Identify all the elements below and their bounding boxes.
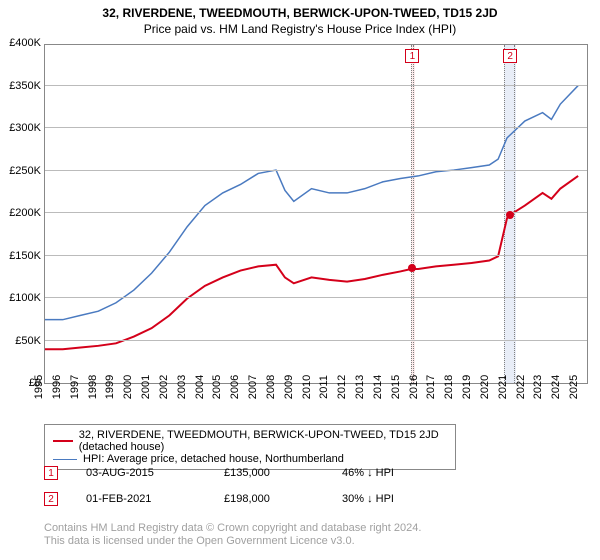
x-tick-label: 2025 — [568, 375, 580, 399]
y-tick-label: £350K — [9, 80, 41, 92]
x-tick-label: 2021 — [496, 375, 508, 399]
sale-date: 01-FEB-2021 — [86, 493, 196, 505]
x-tick-label: 1997 — [68, 375, 80, 399]
footer-text: Contains HM Land Registry data © Crown c… — [44, 522, 421, 548]
chart-title: 32, RIVERDENE, TWEEDMOUTH, BERWICK-UPON-… — [0, 0, 600, 20]
footer-line1: Contains HM Land Registry data © Crown c… — [44, 522, 421, 535]
legend-swatch-blue — [53, 459, 77, 460]
legend: 32, RIVERDENE, TWEEDMOUTH, BERWICK-UPON-… — [44, 424, 456, 470]
x-tick-label: 2002 — [158, 375, 170, 399]
sale-price: £135,000 — [224, 467, 314, 479]
x-tick-label: 2007 — [247, 375, 259, 399]
x-tick-label: 2022 — [514, 375, 526, 399]
y-tick-label: £200K — [9, 207, 41, 219]
x-tick-label: 2003 — [175, 375, 187, 399]
sale-date: 03-AUG-2015 — [86, 467, 196, 479]
x-tick-label: 2008 — [265, 375, 277, 399]
legend-row-blue: HPI: Average price, detached house, Nort… — [53, 453, 447, 465]
legend-row-red: 32, RIVERDENE, TWEEDMOUTH, BERWICK-UPON-… — [53, 429, 447, 453]
x-tick-label: 2004 — [193, 375, 205, 399]
x-tick-label: 1995 — [33, 375, 45, 399]
x-tick-label: 1999 — [104, 375, 116, 399]
x-tick-label: 2017 — [425, 375, 437, 399]
legend-label-red: 32, RIVERDENE, TWEEDMOUTH, BERWICK-UPON-… — [79, 429, 447, 453]
grid-line — [45, 127, 587, 128]
x-tick-label: 1998 — [86, 375, 98, 399]
sale-marker: 2 — [44, 492, 58, 506]
grid-line — [45, 297, 587, 298]
x-tick-label: 2011 — [319, 375, 331, 399]
x-tick-label: 2009 — [282, 375, 294, 399]
y-tick-label: £300K — [9, 122, 41, 134]
x-tick-label: 2001 — [140, 375, 152, 399]
x-tick-label: 2013 — [354, 375, 366, 399]
x-tick-label: 2015 — [389, 375, 401, 399]
sale-price: £198,000 — [224, 493, 314, 505]
x-tick-label: 2012 — [336, 375, 348, 399]
grid-line — [45, 85, 587, 86]
x-tick-label: 2000 — [122, 375, 134, 399]
marker-label: 2 — [503, 49, 517, 63]
sale-pct: 30% ↓ HPI — [342, 493, 394, 505]
grid-line — [45, 340, 587, 341]
x-tick-label: 2016 — [407, 375, 419, 399]
x-tick-label: 2010 — [300, 375, 312, 399]
y-tick-label: £400K — [9, 37, 41, 49]
y-tick-label: £50K — [15, 335, 41, 347]
chart-container: 32, RIVERDENE, TWEEDMOUTH, BERWICK-UPON-… — [0, 0, 600, 560]
series-line — [45, 86, 578, 320]
x-tick-label: 2018 — [443, 375, 455, 399]
grid-line — [45, 170, 587, 171]
sale-point — [408, 264, 416, 272]
x-tick-label: 2005 — [211, 375, 223, 399]
grid-line — [45, 255, 587, 256]
sale-row: 2 01-FEB-2021 £198,000 30% ↓ HPI — [44, 492, 394, 506]
marker-label: 1 — [405, 49, 419, 63]
footer-line2: This data is licensed under the Open Gov… — [44, 535, 421, 548]
sale-point — [506, 211, 514, 219]
x-tick-label: 1996 — [51, 375, 63, 399]
chart-subtitle: Price paid vs. HM Land Registry's House … — [0, 20, 600, 36]
y-tick-label: £150K — [9, 250, 41, 262]
x-tick-label: 2020 — [479, 375, 491, 399]
y-tick-label: £100K — [9, 292, 41, 304]
x-tick-label: 2019 — [461, 375, 473, 399]
sale-marker: 1 — [44, 466, 58, 480]
x-tick-label: 2006 — [229, 375, 241, 399]
x-tick-label: 2014 — [372, 375, 384, 399]
sale-row: 1 03-AUG-2015 £135,000 46% ↓ HPI — [44, 466, 394, 480]
legend-label-blue: HPI: Average price, detached house, Nort… — [83, 453, 344, 465]
x-tick-label: 2024 — [550, 375, 562, 399]
plot-area: £0£50K£100K£150K£200K£250K£300K£350K£400… — [44, 44, 588, 384]
legend-swatch-red — [53, 440, 73, 442]
series-line — [45, 176, 578, 349]
x-tick-label: 2023 — [532, 375, 544, 399]
sale-pct: 46% ↓ HPI — [342, 467, 394, 479]
y-tick-label: £250K — [9, 165, 41, 177]
